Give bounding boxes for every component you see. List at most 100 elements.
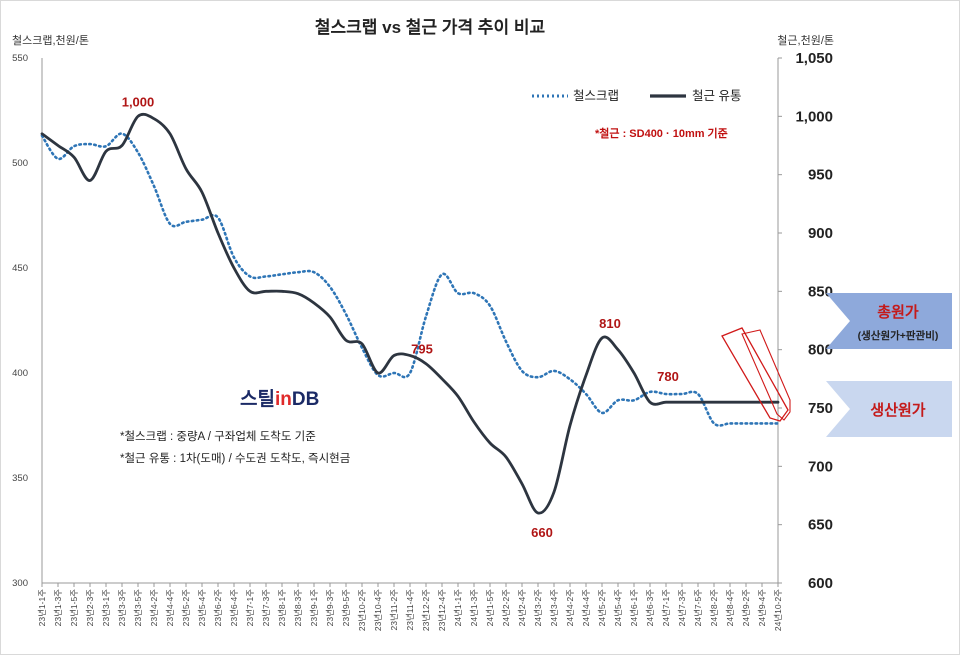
total-cost-banner-shape [826,293,952,349]
right-tick-label: 900 [808,225,833,242]
x-tick-label: 23년8-1주 [277,589,287,627]
x-tick-label: 24년6-1주 [629,589,639,627]
legend-label-scrap: 철스크랩 [573,89,619,103]
x-tick-label: 23년9-5주 [341,589,351,627]
right-tick-label: 800 [808,342,833,359]
price-annotation: 795 [411,342,433,357]
right-tick-label: 950 [808,167,833,184]
x-tick-label: 23년10-2주 [357,589,367,631]
x-tick-label: 23년2-3주 [85,589,95,627]
x-tick-label: 24년10-2주 [773,589,783,631]
x-tick-label: 23년1-1주 [37,589,47,627]
x-tick-label: 24년1-5주 [485,589,495,627]
x-tick-label: 24년5-2주 [597,589,607,627]
rebar-spec-note: *철근 : SD400 · 10mm 기준 [595,126,728,140]
scrap-source-note: *철스크랩 : 중량A / 구좌업체 도착도 기준 [120,430,316,443]
production-cost-banner: 생산원가 [826,381,952,437]
x-tick-label: 24년5-4주 [613,589,623,627]
left-tick-label: 450 [12,263,28,274]
x-tick-label: 24년7-5주 [693,589,703,627]
x-tick-label: 23년3-5주 [133,589,143,627]
x-tick-label: 24년1-1주 [453,589,463,627]
x-tick-label: 24년7-1주 [661,589,671,627]
x-tick-label: 24년2-4주 [517,589,527,627]
x-tick-label: 23년6-2주 [213,589,223,627]
right-tick-label: 700 [808,458,833,475]
total-cost-banner: 총원가 (생산원가+판관비) [826,293,952,349]
x-tick-label: 23년3-3주 [117,589,127,627]
x-tick-label: 23년4-2주 [149,589,159,627]
right-tick-label: 1,050 [795,50,833,67]
left-tick-label: 300 [12,578,28,589]
right-tick-label: 850 [808,283,833,300]
x-tick-label: 24년4-2주 [565,589,575,627]
x-axis-ticks: 23년1-1주 23년1-3주 23년1-5주 23년2-3주 23년3-1주 23년3-… [37,583,783,631]
price-annotation: 780 [657,369,679,384]
x-tick-label: 24년4-4주 [581,589,591,627]
x-tick-label: 23년1-3주 [53,589,63,627]
x-tick-label: 23년12-2주 [421,589,431,631]
x-tick-label: 23년8-3주 [293,589,303,627]
left-axis-label: 철스크랩,천원/톤 [12,33,89,47]
x-tick-label: 24년9-2주 [741,589,751,627]
legend: 철스크랩 철근 유통 [532,89,741,103]
production-cost-title: 생산원가 [870,402,925,419]
left-tick-label: 350 [12,473,28,484]
x-tick-label: 23년11-2주 [389,589,399,631]
x-tick-label: 23년9-1주 [309,589,319,627]
right-tick-label: 1,000 [795,108,833,125]
left-tick-label: 400 [12,368,28,379]
rebar-source-note: *철근 유통 : 1차(도매) / 수도권 도착도, 즉시현금 [120,452,350,465]
production-cost-banner-shape [826,381,952,437]
series-lines [40,112,780,515]
left-axis-ticks: 550 500 450 400 350 300 [12,53,28,589]
right-tick-label: 650 [808,517,833,534]
x-tick-label: 23년7-3주 [261,589,271,627]
x-tick-label: 24년9-4주 [757,589,767,627]
right-tick-label: 600 [808,575,833,592]
scrap-price-line [40,132,780,427]
x-tick-label: 24년8-4주 [725,589,735,627]
drop-arrow-right [741,329,791,421]
total-cost-title: 총원가 [877,304,919,321]
x-tick-label: 23년4-4주 [165,589,175,627]
legend-label-rebar: 철근 유통 [692,89,741,103]
logo-db-text: DB [292,389,319,410]
price-annotation: 660 [531,525,553,540]
price-annotation: 1,000 [122,94,155,109]
x-tick-label: 24년2-2주 [501,589,511,627]
x-tick-label: 23년3-1주 [101,589,111,627]
x-tick-label: 24년1-3주 [469,589,479,627]
trend-arrows [721,327,791,422]
rebar-price-line [40,112,780,515]
right-axis-ticks: 1,050 1,000 950 900 850 800 750 700 650 600 [778,50,833,592]
x-tick-label: 23년10-4주 [373,589,383,631]
x-tick-label: 23년5-4주 [197,589,207,627]
drop-arrow-left [721,327,789,422]
svg-text:스틸inDB: 스틸inDB [240,388,319,410]
x-tick-label: 23년12-4주 [437,589,447,631]
x-tick-label: 23년11-4주 [405,589,415,631]
right-tick-label: 750 [808,400,833,417]
x-tick-label: 24년3-4주 [549,589,559,627]
x-tick-label: 24년3-2주 [533,589,543,627]
x-tick-label: 24년7-3주 [677,589,687,627]
right-axis-label: 철근,천원/톤 [777,33,834,47]
total-cost-subtitle: (생산원가+판관비) [858,329,939,342]
price-annotation: 810 [599,316,621,331]
logo-steel-text: 스틸 [240,388,275,410]
logo-in-text: in [275,389,292,410]
x-tick-label: 23년5-2주 [181,589,191,627]
steel-in-db-logo: 스틸inDB [240,388,319,410]
left-tick-label: 500 [12,158,28,169]
chart-title: 철스크랩 vs 철근 가격 추이 비교 [315,18,546,37]
x-tick-label: 23년7-1주 [245,589,255,627]
x-tick-label: 23년9-3주 [325,589,335,627]
x-tick-label: 24년8-2주 [709,589,719,627]
left-tick-label: 550 [12,53,28,64]
x-tick-label: 24년6-3주 [645,589,655,627]
annotations: 1,000 795 660 810 780 [122,94,679,540]
x-tick-label: 23년1-5주 [69,589,79,627]
x-tick-label: 23년6-4주 [229,589,239,627]
